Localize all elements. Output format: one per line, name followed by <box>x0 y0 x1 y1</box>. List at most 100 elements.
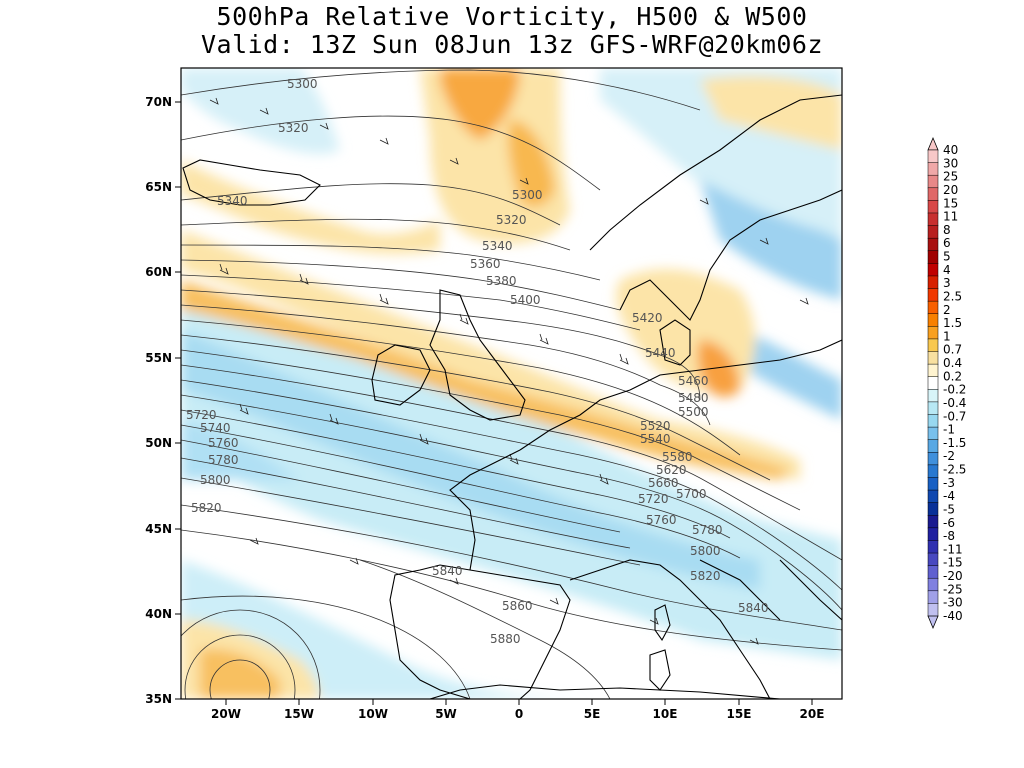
vorticity-shading <box>181 68 842 699</box>
lat-label: 45N <box>145 522 172 536</box>
colorbar-label: -4 <box>943 489 955 503</box>
colorbar-label: 1.5 <box>943 316 962 330</box>
contour-label: 5740 <box>200 421 231 435</box>
colorbar-label: 0.7 <box>943 343 962 357</box>
map-plot-area <box>181 68 842 699</box>
colorbar-min-arrow <box>927 615 939 630</box>
contour-label: 5340 <box>217 194 248 208</box>
lon-label: 10W <box>358 707 388 721</box>
contour-label: 5720 <box>186 408 217 422</box>
colorbar-swatch <box>927 263 939 277</box>
latitude-ticks <box>175 101 181 700</box>
colorbar-swatch <box>927 603 939 617</box>
colorbar-swatch <box>927 464 939 479</box>
contour-labels: 5300 5320 5340 5300 5320 5340 5360 5380 … <box>186 77 769 646</box>
contour-label: 5500 <box>678 405 709 419</box>
colorbar-swatch <box>927 401 939 416</box>
colorbar-swatch <box>927 489 939 504</box>
colorbar-swatch <box>927 212 939 227</box>
colorbar-swatch <box>927 174 939 189</box>
contour-label: 5320 <box>278 121 309 135</box>
colorbar-label: 8 <box>943 223 951 237</box>
colorbar-label: -6 <box>943 516 955 530</box>
contour-label: 5320 <box>496 213 527 227</box>
colorbar-swatch <box>927 439 939 453</box>
colorbar-label: -30 <box>943 596 963 610</box>
colorbar-label: 5 <box>943 250 951 264</box>
colorbar-swatch <box>927 414 939 428</box>
colorbar-label: 2.5 <box>943 289 962 303</box>
contour-label: 5400 <box>510 293 541 307</box>
contour-label: 5420 <box>632 311 663 325</box>
colorbar-swatch <box>927 577 939 592</box>
lon-label: 5W <box>435 707 457 721</box>
contour-label: 5380 <box>486 274 517 288</box>
coastlines <box>182 94 842 699</box>
lat-label: 65N <box>145 180 172 194</box>
colorbar-label: -0.2 <box>943 383 966 397</box>
colorbar-label: 15 <box>943 196 958 210</box>
wind-barbs <box>209 97 809 645</box>
colorbar-swatch <box>927 363 939 378</box>
colorbar-label: 0.2 <box>943 369 962 383</box>
colorbar-swatch <box>927 250 939 264</box>
colorbar-swatch <box>927 527 939 541</box>
colorbar-swatch <box>927 300 939 315</box>
contour-label: 5880 <box>490 632 521 646</box>
colorbar-label: -2.5 <box>943 463 966 477</box>
contour-label: 5800 <box>200 473 231 487</box>
height-contours <box>181 69 842 699</box>
lon-label: 15W <box>284 707 314 721</box>
colorbar-swatch <box>927 288 939 302</box>
lon-label: 20W <box>211 707 241 721</box>
chart-title-line2: Valid: 13Z Sun 08Jun 13z GFS-WRF@20km06z <box>200 30 824 59</box>
colorbar-label: 6 <box>943 236 951 250</box>
colorbar-swatch <box>927 326 939 340</box>
colorbar-label: -1 <box>943 423 955 437</box>
colorbar-swatch <box>927 540 939 554</box>
lon-label: 20E <box>800 707 825 721</box>
contour-label: 5300 <box>287 77 318 91</box>
contour-label: 5780 <box>208 453 239 467</box>
contour-label: 5700 <box>676 487 707 501</box>
colorbar-swatch <box>927 275 939 290</box>
colorbar-max-arrow <box>927 136 939 151</box>
plot-border <box>180 67 843 700</box>
colorbar-label: 25 <box>943 170 958 184</box>
colorbar-swatch <box>927 149 939 164</box>
colorbar-label: 4 <box>943 263 951 277</box>
colorbar-swatch <box>927 590 939 604</box>
contour-label: 5820 <box>690 569 721 583</box>
contour-label: 5340 <box>482 239 513 253</box>
contour-label: 5760 <box>208 436 239 450</box>
contour-label: 5460 <box>678 374 709 388</box>
colorbar-label: -40 <box>943 609 963 623</box>
lat-label: 50N <box>145 436 172 450</box>
contour-label: 5760 <box>646 513 677 527</box>
colorbar-swatch <box>927 162 939 176</box>
contour-label: 5360 <box>470 257 501 271</box>
contour-label: 5520 <box>640 419 671 433</box>
contour-label: 5840 <box>432 564 463 578</box>
longitude-ticks <box>225 699 813 705</box>
colorbar-swatch <box>927 452 939 466</box>
colorbar-label: -2 <box>943 449 955 463</box>
lon-label: 10E <box>653 707 678 721</box>
colorbar-swatch <box>927 389 939 403</box>
colorbar-label: -3 <box>943 476 955 490</box>
colorbar-swatch <box>927 376 939 390</box>
colorbar: 403025201511865432.521.510.70.40.2-0.2-0… <box>927 136 966 630</box>
lat-label: 70N <box>145 95 172 109</box>
colorbar-label: 40 <box>943 143 958 157</box>
colorbar-swatch <box>927 552 939 567</box>
colorbar-swatch <box>927 200 939 214</box>
colorbar-label: -1.5 <box>943 436 966 450</box>
colorbar-swatch <box>927 338 939 353</box>
contour-label: 5720 <box>638 492 669 506</box>
lat-label: 40N <box>145 607 172 621</box>
contour-label: 5800 <box>690 544 721 558</box>
lon-label: 5E <box>584 707 601 721</box>
colorbar-label: 1 <box>943 329 951 343</box>
colorbar-label: -20 <box>943 569 963 583</box>
colorbar-swatch <box>927 502 939 516</box>
